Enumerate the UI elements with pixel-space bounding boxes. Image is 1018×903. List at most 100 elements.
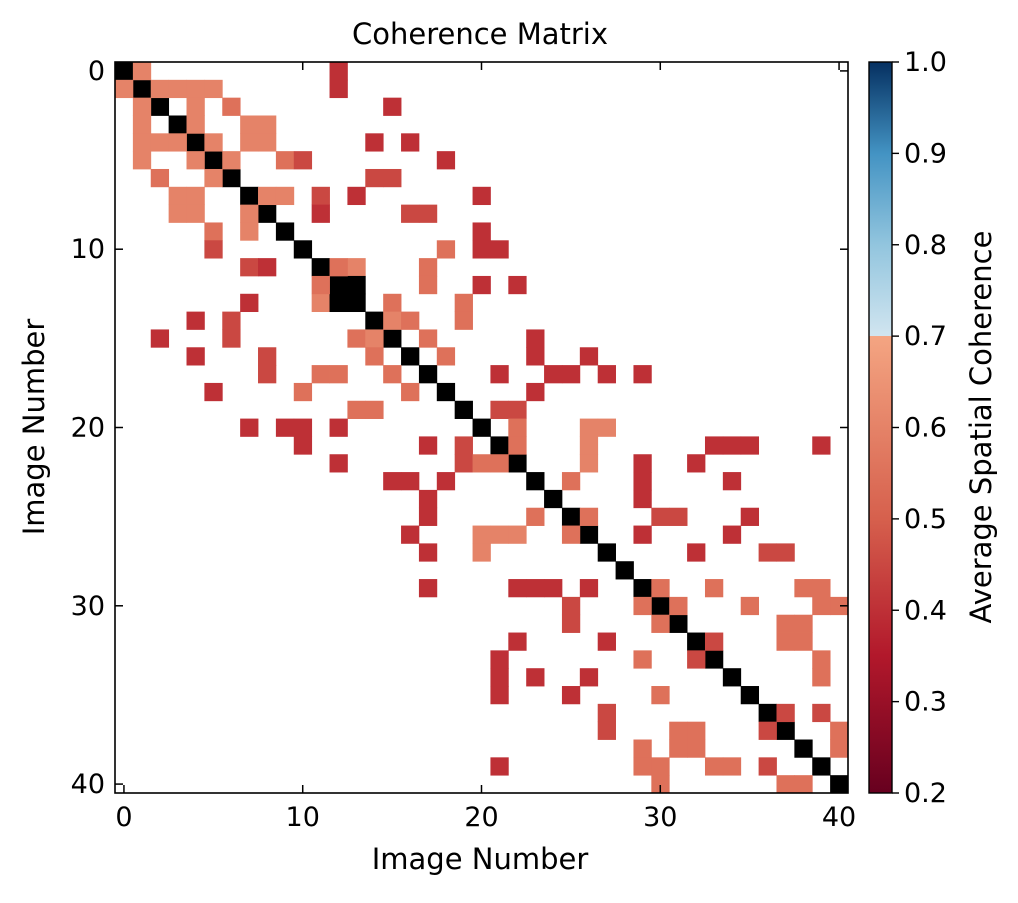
heatmap-cell (258, 258, 277, 277)
x-tick-label: 0 (115, 802, 132, 833)
chart-title: Coherence Matrix (352, 17, 608, 51)
heatmap-cell (508, 436, 527, 455)
heatmap-cell (472, 240, 491, 259)
heatmap-cell (365, 400, 384, 419)
heatmap-cell (633, 757, 652, 776)
heatmap-cell (830, 739, 849, 758)
heatmap-cell (508, 400, 527, 419)
heatmap-cell (669, 596, 688, 616)
heatmap-cell (383, 365, 402, 384)
colorbar-tick-label: 0.4 (904, 595, 947, 626)
heatmap-cell (812, 668, 831, 687)
heatmap-cell (168, 133, 187, 152)
heatmap-cell (669, 739, 688, 758)
heatmap-cell (812, 436, 831, 455)
heatmap-cell (222, 329, 241, 348)
heatmap-cell (258, 133, 277, 152)
heatmap-cell (633, 525, 652, 544)
heatmap-cell (561, 686, 581, 705)
heatmap-cell (740, 436, 760, 455)
heatmap-cell (561, 525, 581, 544)
heatmap-cell (418, 275, 438, 295)
heatmap-cell (669, 614, 688, 633)
heatmap-cell (365, 133, 384, 152)
heatmap-cell (561, 472, 581, 491)
heatmap-cell (526, 579, 545, 598)
heatmap-cell (132, 97, 152, 116)
heatmap-cell (544, 579, 563, 598)
colorbar-tick-label: 0.9 (904, 138, 947, 169)
heatmap-cell (293, 436, 313, 455)
heatmap-cell (776, 721, 795, 740)
heatmap-cell (329, 275, 348, 295)
heatmap-cell (508, 632, 527, 651)
y-tick-label: 20 (71, 413, 105, 444)
heatmap-cell (436, 382, 456, 402)
heatmap-cell (329, 454, 348, 473)
heatmap-cell (275, 151, 295, 170)
heatmap-cell (633, 489, 652, 509)
colorbar-tick-label: 0.5 (904, 504, 947, 535)
heatmap-cell (740, 596, 760, 616)
heatmap-cell (597, 418, 616, 437)
heatmap-cell (454, 436, 473, 455)
heatmap-cell (365, 311, 384, 330)
heatmap-cell (186, 97, 205, 116)
heatmap-cell (186, 311, 205, 330)
heatmap-cell (329, 62, 348, 81)
heatmap-cell (687, 721, 706, 740)
heatmap-cell (687, 739, 706, 758)
colorbar-tick-label: 0.6 (904, 413, 947, 444)
heatmap-cell (347, 400, 366, 419)
heatmap-cell (258, 365, 277, 384)
heatmap-cell (472, 525, 491, 544)
heatmap-cell (454, 311, 473, 330)
heatmap-cell (204, 382, 223, 402)
y-tick-label: 0 (88, 56, 105, 87)
heatmap-cell (633, 365, 652, 384)
heatmap-cell (365, 168, 384, 188)
heatmap-cell (633, 472, 652, 491)
heatmap-cell (812, 650, 831, 669)
heatmap-cell (222, 311, 241, 330)
heatmap-cell (240, 258, 259, 277)
heatmap-cell (490, 757, 509, 776)
x-tick-label: 30 (643, 802, 677, 833)
heatmap-cell (383, 311, 402, 330)
heatmap-cell (490, 525, 509, 544)
heatmap-cell (418, 543, 438, 562)
heatmap-cell (204, 168, 223, 188)
heatmap-cell (579, 454, 599, 473)
heatmap-cell (132, 115, 152, 134)
heatmap-cell (633, 650, 652, 669)
heatmap-cell (490, 686, 509, 705)
heatmap-cell (204, 222, 223, 241)
heatmap-cell (561, 507, 581, 526)
heatmap-cell (186, 204, 205, 223)
colorbar-tick-label: 0.7 (904, 321, 947, 352)
heatmap-cell (311, 275, 330, 295)
colorbar-axis: 0.2 0.3 0.4 0.5 0.6 0.7 0.8 0.9 1.0 (892, 47, 947, 809)
heatmap-cell (758, 721, 777, 740)
heatmap-cell (383, 168, 402, 188)
heatmap-cell (704, 632, 724, 651)
heatmap-cell (687, 543, 706, 562)
heatmap-cell (651, 507, 670, 526)
heatmap-cell (436, 347, 456, 366)
heatmap-cell (687, 650, 706, 669)
heatmap-cell (794, 579, 813, 598)
y-tick-label: 40 (71, 769, 105, 800)
heatmap-cell (418, 579, 438, 598)
heatmap-cell (758, 543, 777, 562)
heatmap-cell (776, 632, 795, 651)
colorbar-tick-label: 0.8 (904, 230, 947, 261)
heatmap-cell (526, 472, 545, 491)
heatmap-cell (669, 507, 688, 526)
heatmap-cell (240, 133, 259, 152)
heatmap-cell (150, 97, 170, 116)
heatmap-cell (240, 115, 259, 134)
heatmap-cell (311, 186, 330, 206)
heatmap-cell (544, 489, 563, 509)
heatmap-cell (293, 151, 313, 170)
